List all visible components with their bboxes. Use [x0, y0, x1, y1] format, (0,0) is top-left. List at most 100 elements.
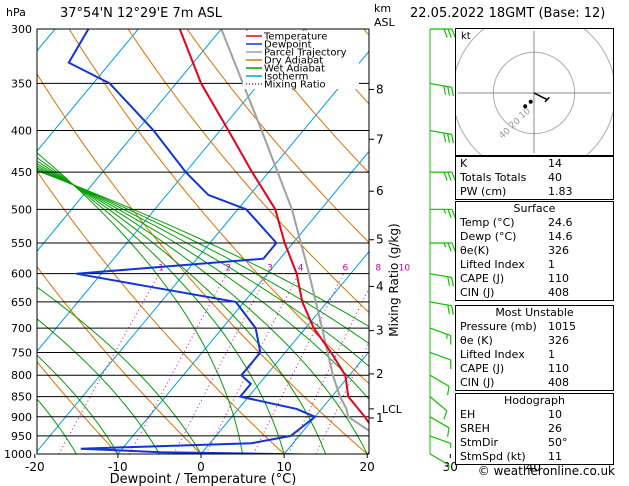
wind-barb-shaft: [429, 327, 451, 337]
pressure-tick-label: 1000: [4, 448, 32, 461]
hodo-param-row: SREH 26: [456, 422, 613, 436]
wind-barb-flag: [447, 171, 452, 181]
wind-barb: [429, 416, 450, 437]
km-tick-label: 4: [376, 279, 384, 293]
pressure-tick-label: 650: [11, 296, 32, 309]
wind-barb-flag: [447, 28, 452, 38]
hodo-param-value: 50°: [548, 436, 568, 449]
wind-barb: [429, 374, 450, 396]
surface-title: Surface: [513, 202, 556, 215]
wind-barb-shaft: [429, 351, 451, 361]
unstable-value: 326: [548, 334, 569, 347]
pressure-tick-label: 900: [11, 411, 32, 424]
wind-barb-shaft: [429, 453, 450, 466]
wind-barb-shaft: [429, 129, 452, 135]
hodo-param-key: EH: [460, 408, 476, 421]
most-unstable-title: Most Unstable: [495, 306, 574, 319]
km-tick-label: 1: [376, 411, 384, 425]
surface-value: 110: [548, 272, 569, 285]
legend-label: Dewpoint: [264, 40, 312, 51]
wind-barb-flag: [443, 132, 447, 142]
mixing-ratio-line: [205, 273, 300, 454]
dry-adiabat-line: [245, 29, 369, 174]
wind-barb-flag: [447, 209, 452, 218]
legend-label: Mixing Ratio: [264, 80, 326, 91]
wind-barb: [430, 242, 456, 252]
x-tick-label: 10: [276, 460, 291, 474]
pressure-tick-label: 400: [11, 125, 32, 138]
km-tick-label: 5: [376, 233, 384, 247]
wind-barb-shaft: [429, 273, 452, 279]
datetime-label: 22.05.2022 18GMT (Base: 12): [410, 6, 606, 21]
hodo-param-value: 10: [548, 408, 562, 421]
mixing-ratio-label: 1: [158, 264, 164, 274]
km-tick-label: 2: [376, 367, 384, 381]
pressure-tick-label: 450: [11, 166, 32, 179]
wind-barb-shaft: [429, 301, 452, 307]
wind-barb-shaft: [429, 374, 450, 387]
pressure-tick-label: 550: [11, 237, 32, 250]
pressure-tick-label: 500: [11, 203, 32, 216]
location-label: 37°54'N 12°29'E 7m ASL: [60, 6, 222, 21]
wind-barb-flag: [443, 28, 448, 38]
surface-row: Dewp (°C) 14.6: [456, 230, 613, 244]
hodo-param-row: EH 10: [456, 408, 613, 422]
mixing-ratio-label: 8: [375, 264, 381, 274]
km-tick-label: 3: [376, 324, 384, 338]
temperature-profile-line: [178, 29, 369, 425]
wind-barb-flag: [447, 304, 450, 315]
km-unit-label: km: [374, 2, 392, 15]
asl-unit-label: ASL: [374, 16, 395, 29]
unstable-value: 110: [548, 362, 569, 375]
dry-adiabat-line: [37, 360, 119, 454]
isotherm-line: [37, 50, 369, 453]
hodo-param-row: StmDir 50°: [456, 436, 613, 450]
mixing-ratio-line: [287, 287, 369, 454]
surface-row: CAPE (J) 110: [456, 272, 613, 286]
index-value: 1.83: [548, 185, 573, 198]
legend-label: Isotherm: [264, 72, 308, 83]
wind-barb-flag: [451, 305, 454, 315]
unstable-key: Lifted Index: [460, 348, 525, 361]
wet-adiabat-line: [37, 157, 285, 454]
isotherm-line: [283, 350, 369, 454]
surface-key: Lifted Index: [460, 258, 525, 271]
wind-barb-flag: [447, 427, 450, 437]
wind-barb-flag: [451, 209, 456, 218]
unstable-row: CIN (J) 408: [456, 376, 613, 390]
unstable-row: Pressure (mb) 1015: [456, 320, 613, 334]
pressure-tick-label: 700: [11, 322, 32, 335]
unstable-value: 1: [548, 348, 555, 361]
unstable-key: CAPE (J): [460, 362, 505, 375]
legend-label: Wet Adiabat: [264, 64, 325, 75]
unstable-key: CIN (J): [460, 376, 495, 389]
dry-adiabat-line: [186, 29, 369, 244]
isotherm-line: [617, 29, 629, 454]
unstable-row: CAPE (J) 110: [456, 362, 613, 376]
wet-adiabat-line: [37, 170, 369, 328]
km-tick-label: 6: [376, 184, 384, 198]
wet-adiabat-line: [37, 398, 77, 454]
mixing-ratio-label: 3: [267, 264, 273, 274]
x-axis-label: Dewpoint / Temperature (°C): [110, 472, 297, 486]
wind-barb: [429, 453, 450, 470]
mixing-ratio-line: [253, 273, 344, 454]
hpa-unit-label: hPa: [6, 6, 26, 19]
wind-barb-flag: [447, 276, 450, 286]
wind-barb-flag: [451, 87, 454, 97]
x-tick-label: -20: [25, 460, 45, 474]
hodo-param-value: 11: [548, 450, 562, 463]
hodograph-panel: 10 20 40 kt: [411, 0, 629, 216]
unstable-value: 1015: [548, 320, 576, 333]
wind-barb-shaft: [429, 416, 450, 429]
parcel-trajectory-line: [220, 29, 369, 432]
isotherm-line: [37, 29, 305, 352]
wind-barb-flag: [451, 134, 454, 144]
plot-area: [37, 29, 629, 454]
wind-barb-shaft: [429, 82, 452, 88]
unstable-value: 408: [548, 376, 569, 389]
pressure-tick-label: 950: [11, 430, 32, 443]
surface-panel: Surface Temp (°C) 24.6 Dewp (°C) 14.6 θe(K…: [455, 201, 614, 301]
